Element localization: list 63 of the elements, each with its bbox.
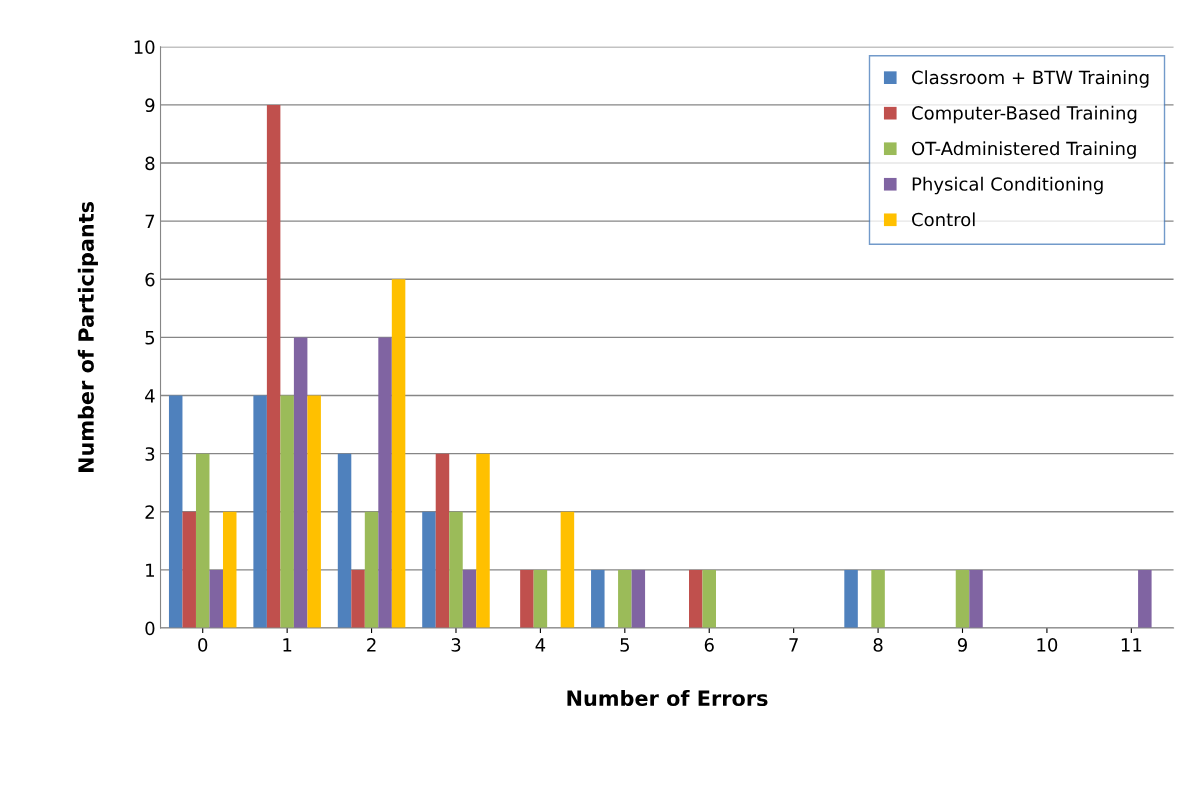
y-tick-label: 2: [145, 505, 154, 519]
bar: [293, 337, 308, 629]
bar: [533, 569, 548, 629]
x-tick-label: 6: [704, 638, 714, 652]
bar: [591, 569, 605, 629]
x-tick-label: 7: [789, 638, 798, 652]
bar: [844, 569, 858, 629]
x-tick-label: 5: [620, 638, 629, 652]
bar: [253, 395, 267, 629]
legend-label: OT-Administered Training: [912, 141, 1136, 159]
bar: [222, 511, 237, 629]
x-tick-label: 3: [451, 638, 461, 652]
y-tick-label: 0: [145, 621, 155, 636]
legend-label: Computer-Based Training: [912, 105, 1137, 124]
y-tick-label: 8: [145, 156, 155, 171]
bar: [391, 279, 406, 629]
x-tick-label: 8: [873, 638, 883, 652]
x-tick-label: 1: [283, 638, 292, 652]
bar: [422, 511, 436, 629]
bar: [209, 569, 223, 629]
bar: [449, 511, 463, 629]
y-tick-label: 9: [145, 98, 155, 113]
x-axis-title: Number of Errors: [567, 689, 768, 707]
x-tick-label: 2: [367, 638, 376, 652]
bar: [702, 569, 716, 629]
bar: [520, 569, 534, 629]
bar: [280, 395, 294, 629]
bar: [688, 569, 703, 629]
bar: [351, 569, 365, 629]
legend-label: Classroom + BTW Training: [912, 70, 1149, 88]
x-tick-label: 9: [957, 638, 967, 652]
y-tick-label: 3: [145, 447, 155, 461]
bar: [435, 453, 450, 629]
bar: [1138, 569, 1152, 629]
bar: [337, 453, 352, 629]
x-tick-label: 0: [198, 638, 208, 652]
bar: [182, 511, 196, 629]
bar: [364, 511, 379, 629]
bar: [618, 569, 632, 629]
bar: [871, 569, 885, 629]
bar: [378, 337, 392, 629]
y-tick-label: 7: [145, 214, 155, 229]
bar: [955, 569, 970, 629]
x-tick-label: 10: [1037, 638, 1058, 652]
bar: [560, 511, 575, 629]
legend-label: Physical Conditioning: [912, 176, 1103, 195]
bar: [969, 569, 983, 629]
y-tick-label: 10: [134, 40, 155, 54]
bar: [195, 453, 210, 629]
x-tick-label: 4: [535, 638, 546, 652]
y-tick-label: 1: [146, 563, 154, 577]
bar: [462, 569, 477, 629]
bar: [631, 569, 646, 629]
y-tick-label: 4: [145, 389, 155, 403]
y-tick-label: 6: [145, 272, 155, 287]
bar: [168, 395, 183, 629]
y-axis-title: Number of Participants: [77, 201, 98, 472]
x-tick-label: 11: [1121, 638, 1142, 652]
bar: [476, 453, 490, 629]
bar: [266, 104, 281, 629]
bar: [307, 395, 321, 629]
y-tick-label: 5: [145, 331, 155, 345]
legend-label: Control: [912, 212, 975, 227]
